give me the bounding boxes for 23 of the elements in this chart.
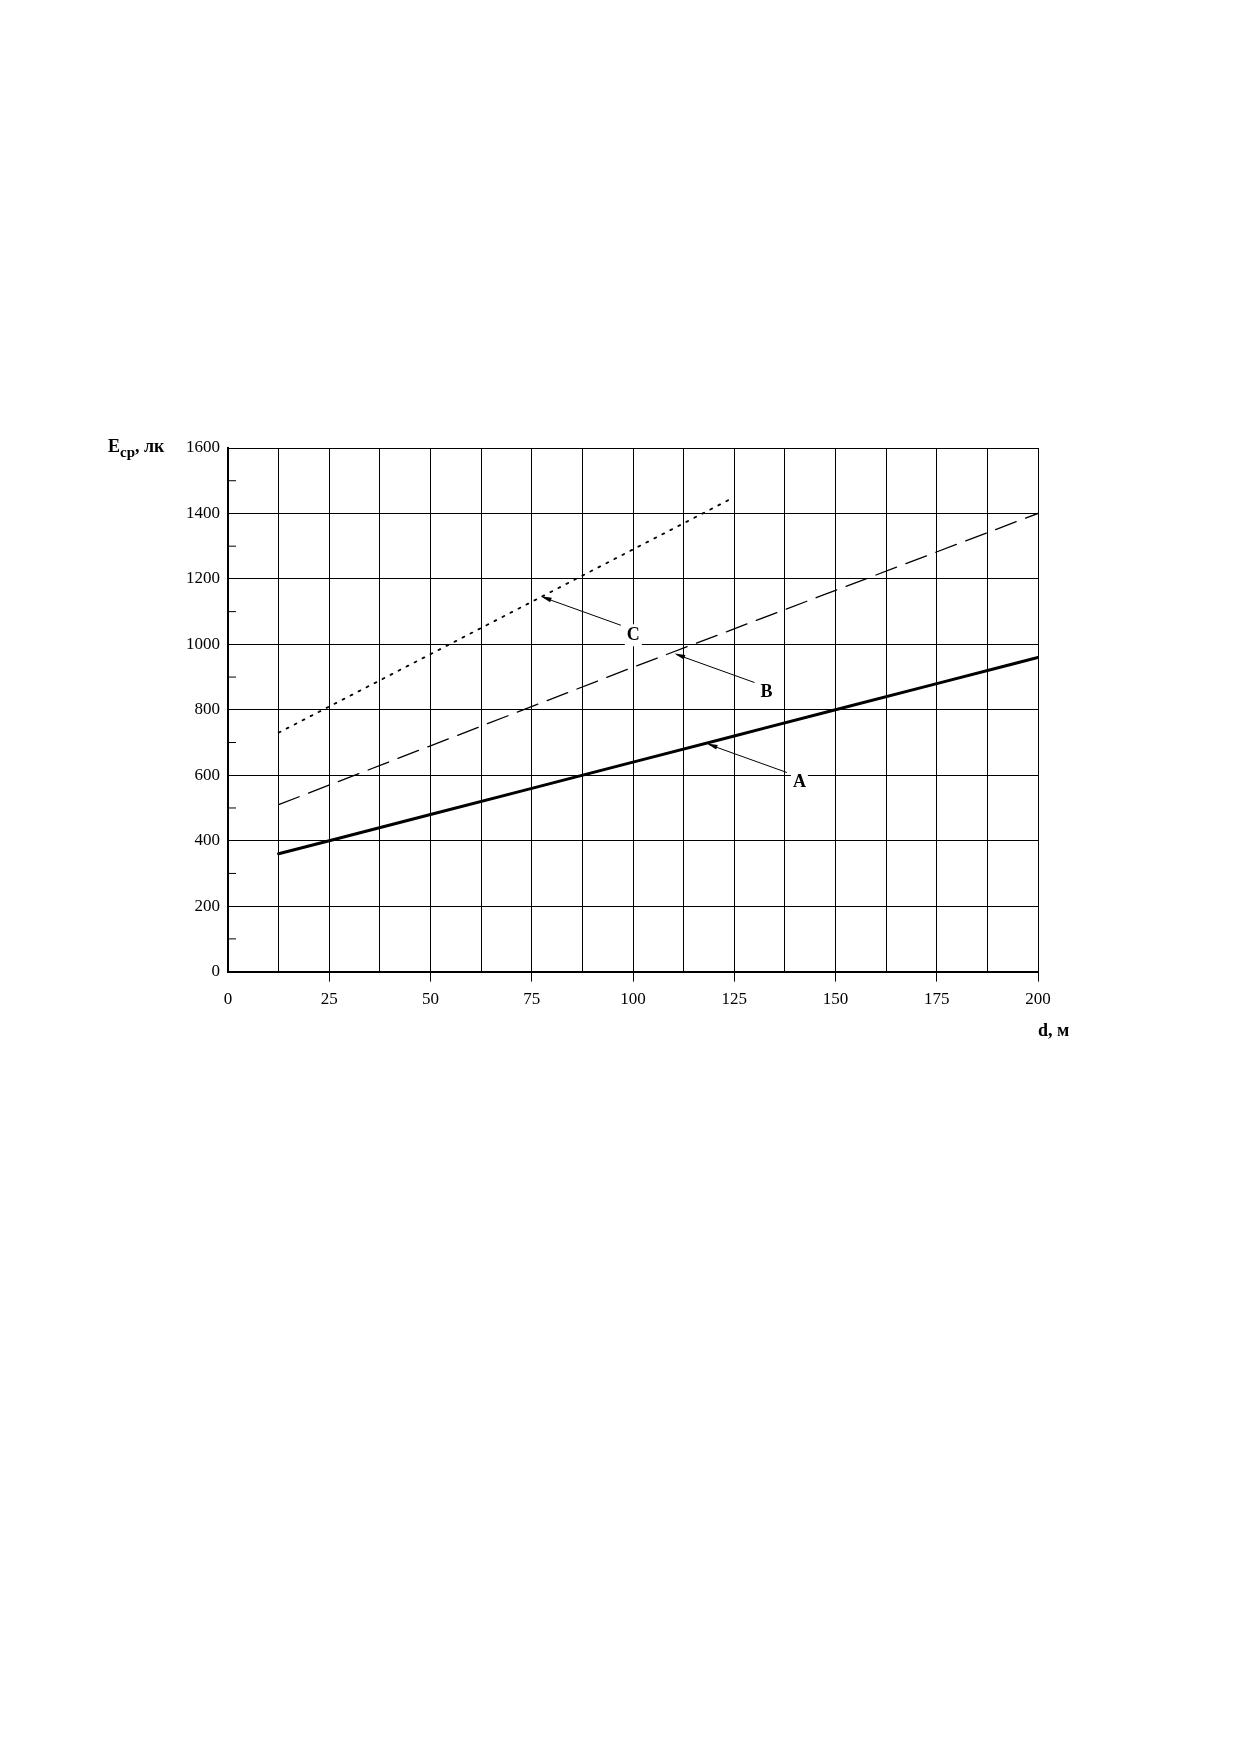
annotation: A [792, 771, 806, 792]
annotation: B [760, 681, 773, 702]
x-tick-label: 0 [223, 989, 233, 1009]
x-tick-label: 100 [620, 989, 646, 1009]
x-tick-label: 200 [1025, 989, 1051, 1009]
x-tick-label: 125 [721, 989, 747, 1009]
y-tick-label: 1200 [186, 568, 220, 588]
y-tick-label: 800 [194, 699, 220, 719]
x-tick-label: 75 [523, 989, 541, 1009]
annotation: C [626, 623, 640, 644]
x-tick-label: 175 [924, 989, 950, 1009]
x-tick-label: 50 [422, 989, 439, 1009]
y-tick-label: 1600 [186, 437, 220, 457]
y-axis-title: E$_{ср}$, лк [108, 436, 165, 461]
y-tick-label: 1000 [186, 633, 220, 653]
y-tick-label: 400 [194, 830, 220, 850]
y-tick-label: 200 [194, 895, 220, 915]
x-tick-label: 150 [822, 989, 849, 1009]
y-tick-label: 0 [211, 961, 220, 981]
x-tick-label: 25 [320, 989, 338, 1009]
y-tick-label: 1400 [186, 502, 220, 522]
x-axis-title: d, м [1038, 1020, 1070, 1041]
y-tick-label: 600 [194, 764, 220, 784]
